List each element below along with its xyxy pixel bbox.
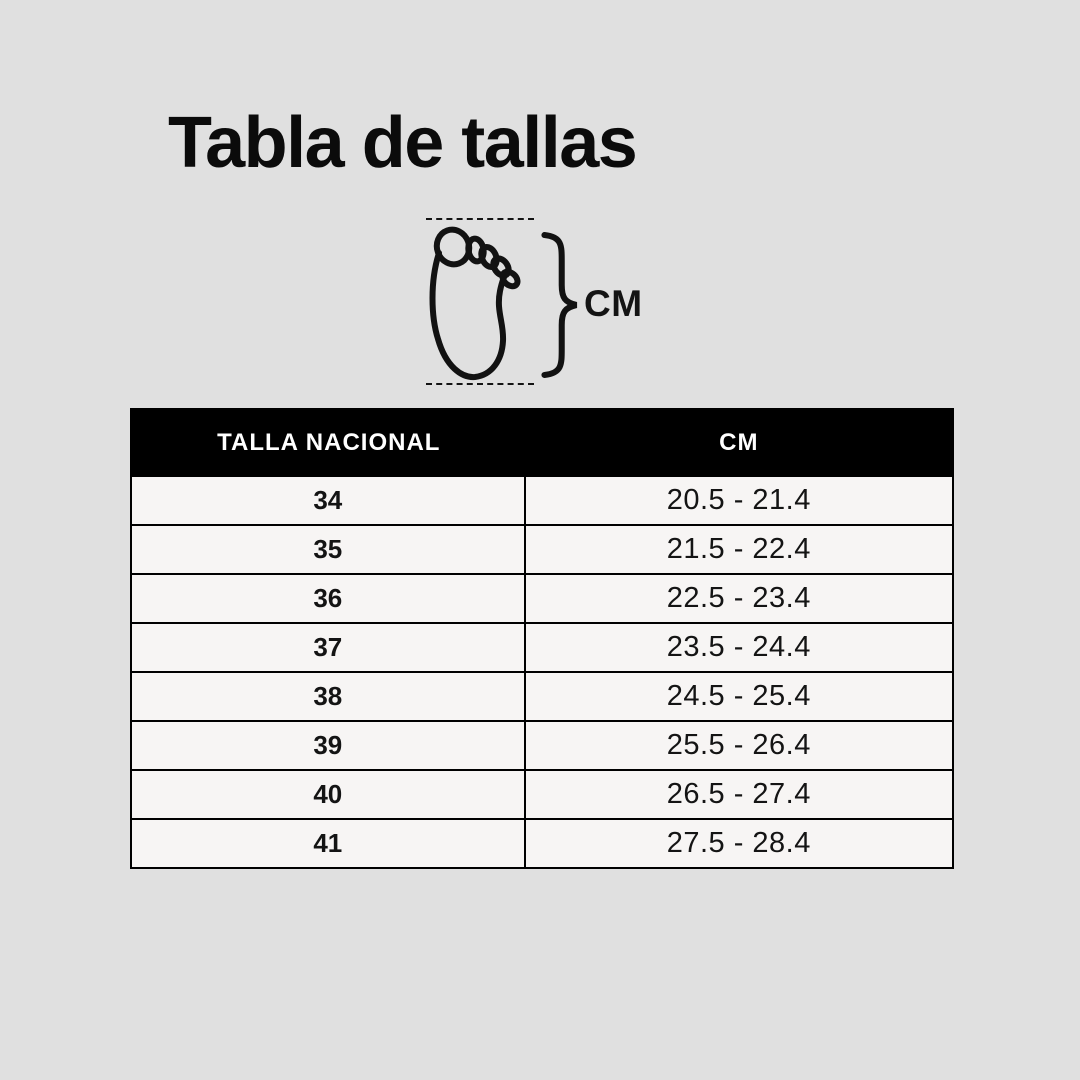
header-cell-size: TALLA NACIONAL — [217, 428, 441, 456]
size-cell: 41 — [132, 820, 526, 867]
table-row: 41 27.5 - 28.4 — [132, 818, 952, 867]
size-cell: 34 — [132, 477, 526, 524]
foot-sole-icon — [429, 226, 521, 381]
size-cell: 39 — [132, 722, 526, 769]
size-cell: 38 — [132, 673, 526, 720]
table-header-row: TALLA NACIONAL CM — [132, 410, 952, 475]
table-row: 35 21.5 - 22.4 — [132, 524, 952, 573]
cm-cell: 27.5 - 28.4 — [666, 827, 811, 859]
table-row: 39 25.5 - 26.4 — [132, 720, 952, 769]
cm-cell: 20.5 - 21.4 — [666, 484, 811, 516]
size-table: TALLA NACIONAL CM 34 20.5 - 21.4 35 21.5… — [130, 408, 954, 869]
page-title: Tabla de tallas — [168, 103, 638, 183]
table-row: 40 26.5 - 27.4 — [132, 769, 952, 818]
cm-cell: 22.5 - 23.4 — [666, 582, 811, 614]
table-row: 37 23.5 - 24.4 — [132, 622, 952, 671]
table-row: 36 22.5 - 23.4 — [132, 573, 952, 622]
dashed-line-bottom — [426, 383, 534, 385]
header-cell-cm: CM — [719, 428, 759, 456]
dashed-line-top — [426, 218, 534, 220]
size-cell: 37 — [132, 624, 526, 671]
size-cell: 35 — [132, 526, 526, 573]
size-cell: 40 — [132, 771, 526, 818]
cm-cell: 24.5 - 25.4 — [666, 680, 811, 712]
cm-cell: 23.5 - 24.4 — [666, 631, 811, 663]
unit-label: CM — [584, 283, 643, 324]
cm-cell: 26.5 - 27.4 — [666, 778, 811, 810]
table-row: 38 24.5 - 25.4 — [132, 671, 952, 720]
cm-cell: 25.5 - 26.4 — [666, 729, 811, 761]
table-row: 34 20.5 - 21.4 — [132, 475, 952, 524]
cm-cell: 21.5 - 22.4 — [666, 533, 811, 565]
measure-brace-icon — [541, 232, 578, 378]
size-cell: 36 — [132, 575, 526, 622]
